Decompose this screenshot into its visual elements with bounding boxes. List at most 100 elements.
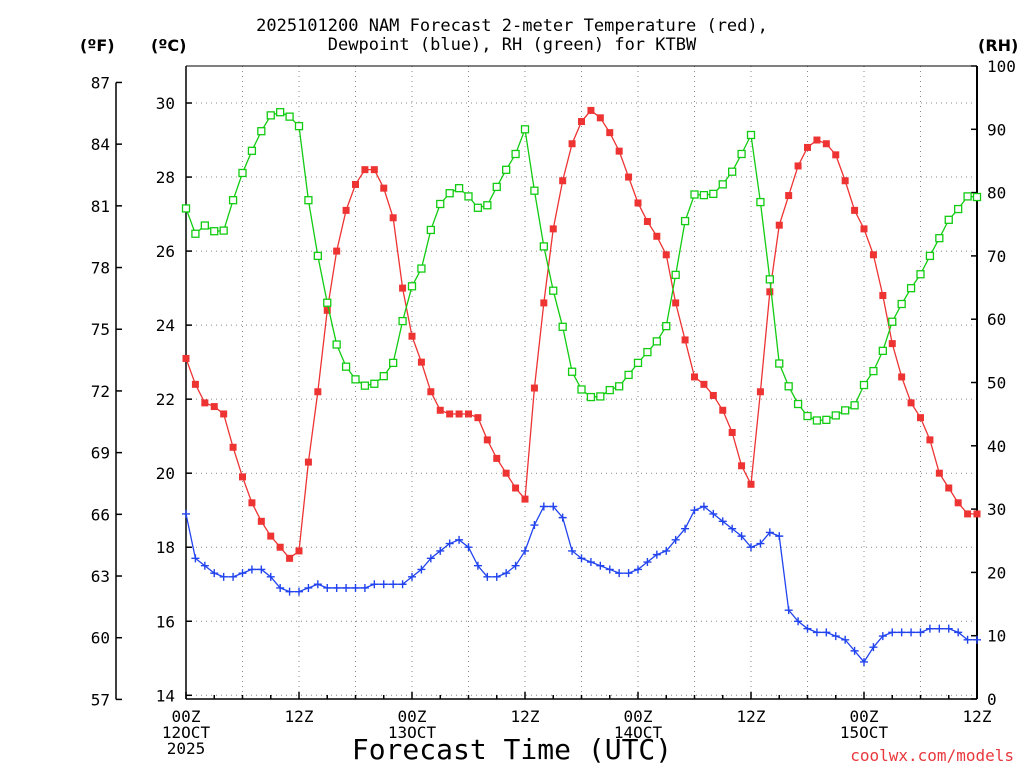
rh-point — [643, 347, 652, 357]
temperature-point — [587, 106, 595, 114]
rh-point — [709, 189, 718, 199]
rh-point — [878, 346, 887, 356]
rh-point — [257, 127, 266, 136]
temperature-point — [879, 292, 887, 300]
dewpoint-point — [888, 628, 897, 637]
temperature-point — [596, 114, 604, 122]
rh-point — [492, 182, 501, 192]
x-tick-label: 13OCT — [388, 723, 437, 742]
temperature-point — [756, 388, 764, 396]
dewpoint-point — [728, 524, 737, 533]
dewpoint-point — [313, 580, 322, 589]
dewpoint-point — [276, 583, 285, 592]
temperature-point — [917, 414, 924, 422]
fahrenheit-unit-label: (ºF) — [80, 36, 115, 55]
temperature-point — [898, 373, 906, 381]
temperature-point — [483, 436, 491, 444]
rh-point — [784, 382, 793, 391]
temperature-point — [964, 510, 972, 518]
dewpoint-point — [200, 561, 209, 570]
dewpoint-point — [455, 535, 464, 544]
dewpoint-point — [379, 580, 388, 589]
series-dewpoint — [182, 502, 981, 666]
temperature-point — [869, 251, 877, 259]
dewpoint-point — [615, 569, 624, 578]
rh-tick-label: 20 — [987, 563, 1006, 582]
temperature-point — [408, 332, 416, 340]
temperature-point — [352, 180, 359, 188]
temperature-point — [738, 462, 746, 470]
rh-point — [633, 358, 643, 368]
temperature-point — [521, 495, 529, 503]
dewpoint-point — [765, 528, 774, 537]
x-axis-title: Forecast Time (UTC) — [351, 733, 673, 766]
temperature-point — [295, 547, 303, 555]
rh-point — [417, 264, 426, 273]
temperature-point — [672, 299, 680, 307]
rh-point — [520, 125, 530, 134]
dewpoint-point — [568, 546, 577, 555]
rh-point — [360, 381, 370, 390]
dewpoint-point — [285, 587, 294, 596]
dewpoint-point — [360, 583, 369, 592]
dewpoint-point — [238, 569, 247, 578]
temperature-point — [888, 340, 896, 348]
temperature-point — [625, 173, 633, 181]
dewpoint-point — [436, 546, 445, 555]
fahrenheit-tick-label: 84 — [91, 135, 110, 154]
rh-point — [596, 392, 605, 401]
rh-point — [869, 366, 878, 376]
rh-point — [266, 111, 275, 120]
dewpoint-point — [596, 561, 605, 570]
dewpoint-point — [370, 580, 379, 589]
temperature-point — [267, 532, 275, 540]
dewpoint-point — [756, 539, 765, 548]
dewpoint-point — [257, 565, 266, 574]
temperature-point — [399, 284, 407, 292]
temperature-point — [662, 251, 670, 259]
dewpoint-point — [907, 628, 916, 637]
dewpoint-point — [822, 628, 831, 637]
rh-tick-label: 90 — [987, 120, 1006, 139]
temperature-point — [785, 192, 793, 200]
temperature-point — [794, 162, 802, 170]
dewpoint-point — [681, 524, 690, 533]
temperature-point — [606, 129, 614, 137]
x-tick-label: 12Z — [963, 707, 992, 726]
temperature-point — [954, 499, 962, 507]
rh-point — [219, 226, 228, 235]
rh-point — [228, 196, 238, 205]
dewpoint-point — [558, 513, 567, 522]
rh-point — [841, 406, 850, 415]
chart-title: 2025101200 NAM Forecast 2-meter Temperat… — [0, 17, 1024, 55]
temperature-point — [935, 469, 943, 477]
temperature-point — [973, 510, 981, 518]
x-tick-label: 14OCT — [614, 723, 663, 742]
rh-point — [652, 337, 661, 346]
temperature-point — [615, 147, 623, 155]
x-tick-label: 15OCT — [840, 723, 889, 742]
temperature-point — [643, 217, 651, 225]
temperature-point — [493, 454, 501, 462]
rh-point — [756, 197, 765, 207]
dewpoint-point — [860, 657, 868, 666]
dewpoint-point — [963, 635, 972, 644]
rh-point — [615, 382, 624, 391]
rh-point — [954, 204, 963, 214]
celsius-tick-label: 14 — [156, 686, 175, 705]
rh-point — [662, 322, 671, 331]
rh-point — [963, 192, 972, 201]
celsius-tick-label: 18 — [156, 538, 175, 557]
dewpoint-point — [747, 543, 755, 552]
dewpoint-point — [502, 569, 511, 578]
temperature-point — [653, 232, 661, 240]
rh-tick-label: 0 — [987, 690, 997, 709]
dewpoint-point — [699, 502, 708, 511]
temperature-point — [333, 247, 341, 255]
temperature-point — [945, 484, 953, 492]
temperature-point — [380, 184, 388, 192]
temperature-point — [201, 399, 209, 407]
rh-point — [549, 286, 558, 295]
celsius-tick-label: 20 — [156, 464, 175, 483]
dewpoint-point — [634, 565, 642, 574]
